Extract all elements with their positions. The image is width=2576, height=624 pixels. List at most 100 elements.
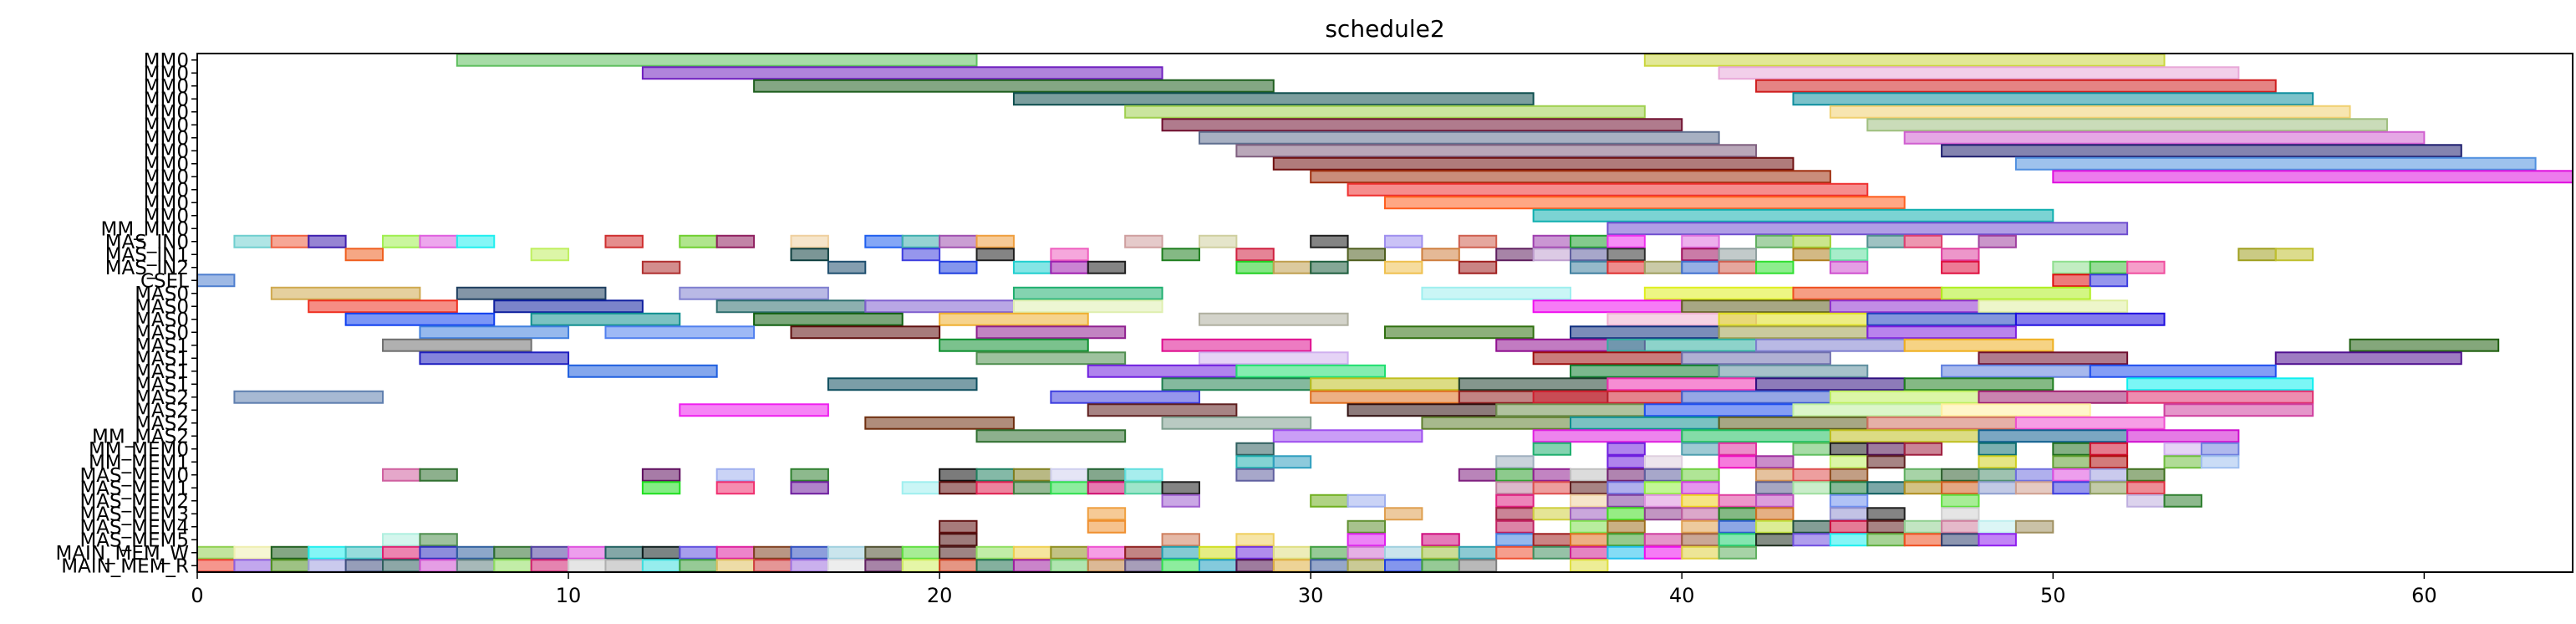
task-bar — [1718, 533, 1758, 547]
task-bar — [308, 559, 347, 573]
task-bar — [1124, 105, 1646, 119]
y-tick-label: MM0 — [144, 154, 189, 176]
task-bar — [1570, 507, 1609, 521]
task-bar — [1681, 468, 1720, 482]
task-bar — [1012, 559, 1052, 573]
task-bar — [1606, 519, 1646, 534]
task-bar — [1050, 248, 1089, 262]
task-bar — [975, 429, 1127, 443]
task-bar — [1347, 494, 1386, 508]
task-bar — [1570, 545, 1609, 560]
task-bar — [1718, 325, 1869, 340]
y-tick-label: MAS_MEM2 — [79, 491, 189, 513]
y-tick-label: MM0 — [144, 180, 189, 202]
task-bar — [419, 468, 458, 482]
task-bar — [1570, 364, 1720, 378]
task-bar — [1272, 545, 1312, 560]
y-tick-label: MM_MM0 — [100, 218, 189, 240]
task-bar — [270, 559, 310, 573]
task-bar — [1495, 533, 1535, 547]
task-bar — [382, 234, 421, 248]
task-bar — [864, 559, 904, 573]
task-bar — [308, 234, 347, 248]
task-bar — [1941, 403, 2091, 417]
task-bar — [1681, 248, 1720, 262]
task-bar — [1458, 377, 1609, 391]
task-bar — [975, 481, 1015, 495]
task-bar — [1643, 53, 2166, 67]
task-bar — [715, 481, 756, 495]
task-bar — [975, 325, 1127, 340]
task-bar — [1755, 260, 1795, 274]
task-bar — [1087, 481, 1127, 495]
y-tick-label: MM0 — [144, 50, 189, 72]
y-tick-label: MAS1 — [135, 374, 189, 396]
task-bar — [1458, 234, 1498, 248]
task-bar — [419, 351, 570, 366]
task-bar — [939, 312, 1089, 326]
task-bar — [1903, 481, 1943, 495]
task-bar — [1421, 559, 1460, 573]
task-bar — [790, 248, 829, 262]
task-bar — [1384, 234, 1423, 248]
task-bar — [1087, 403, 1238, 417]
y-tick-label: MAS2 — [135, 413, 189, 435]
task-bar — [419, 559, 458, 573]
task-bar — [2089, 481, 2129, 495]
task-bar — [1235, 468, 1275, 482]
task-bar — [382, 533, 421, 547]
task-bar — [1681, 234, 1720, 248]
task-bar — [1570, 481, 1609, 495]
task-bar — [2052, 455, 2091, 469]
task-bar — [419, 533, 458, 547]
task-bar — [679, 559, 718, 573]
task-bar — [1495, 248, 1535, 262]
task-bar — [1643, 286, 1795, 300]
task-bar — [1606, 234, 1646, 248]
task-bar — [1829, 481, 1869, 495]
task-bar — [975, 559, 1015, 573]
task-bar — [344, 248, 384, 262]
task-bar — [641, 66, 1163, 80]
task-bar — [1458, 559, 1498, 573]
task-bar — [1421, 545, 1460, 560]
task-bar — [1310, 545, 1349, 560]
task-bar — [864, 416, 1015, 430]
task-bar — [715, 234, 756, 248]
task-bar — [1606, 533, 1646, 547]
task-bar — [233, 234, 272, 248]
task-bar — [1012, 468, 1052, 482]
task-bar — [1161, 545, 1200, 560]
task-bar — [530, 312, 681, 326]
y-tick-label: MAS_MEM0 — [79, 465, 189, 487]
task-bar — [270, 234, 310, 248]
task-bar — [1978, 519, 2017, 534]
task-bar — [790, 559, 829, 573]
task-bar — [1495, 494, 1535, 508]
task-bar — [1347, 182, 1869, 197]
task-bar — [1012, 299, 1163, 314]
y-tick-label: MM0 — [144, 102, 189, 124]
x-tick-label: 0 — [191, 584, 203, 607]
y-tick-label: MM0 — [144, 89, 189, 110]
task-bar — [1606, 494, 1646, 508]
task-bar — [1087, 519, 1127, 534]
y-tick-label: MM_MAS2 — [92, 426, 189, 448]
task-bar — [1681, 351, 1831, 366]
task-bar — [1978, 455, 2017, 469]
task-bar — [1941, 260, 1980, 274]
task-bar — [568, 559, 607, 573]
task-bar — [1458, 545, 1498, 560]
task-bar — [1792, 468, 1831, 482]
task-bar — [1903, 338, 2054, 352]
task-bar — [2014, 481, 2054, 495]
task-bar — [1384, 545, 1423, 560]
task-bar — [975, 545, 1015, 560]
task-bar — [1718, 416, 1869, 430]
task-bar — [1606, 248, 1646, 262]
task-bar — [1198, 351, 1349, 366]
task-bar — [1495, 519, 1535, 534]
task-bar — [196, 545, 236, 560]
task-bar — [1643, 468, 1683, 482]
